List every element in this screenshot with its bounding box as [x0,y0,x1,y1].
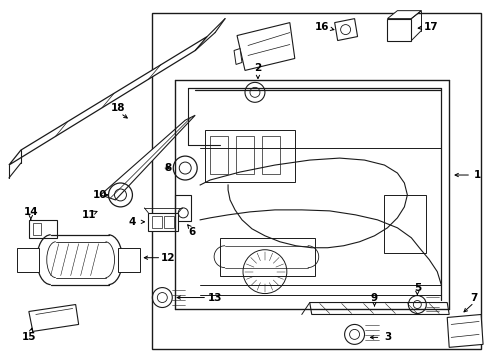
Text: 12: 12 [161,253,175,263]
Text: 15: 15 [22,332,36,342]
Bar [33,223,41,235]
Bar [205,130,295,182]
Polygon shape [100,115,195,200]
Text: 1: 1 [473,170,481,180]
Text: 14: 14 [24,207,38,217]
Text: 7: 7 [470,293,478,302]
Polygon shape [234,49,242,64]
Bar [152,216,162,228]
Bar [175,195,191,221]
Text: 10: 10 [93,190,108,200]
Bar [210,136,228,174]
Polygon shape [310,302,449,315]
Bar [385,195,426,253]
Bar [148,213,178,231]
Text: 11: 11 [81,210,96,220]
Bar [152,13,481,349]
Text: 8: 8 [165,163,172,173]
Text: 5: 5 [414,283,421,293]
Text: 13: 13 [208,293,222,302]
Polygon shape [17,248,39,272]
Text: 18: 18 [111,103,126,113]
Text: 3: 3 [384,332,391,342]
Text: 9: 9 [371,293,378,302]
Bar [220,238,315,276]
Polygon shape [388,19,412,41]
Bar [29,220,57,238]
Polygon shape [9,37,207,165]
Polygon shape [388,11,421,19]
Polygon shape [29,305,78,332]
Bar [262,136,280,174]
Polygon shape [237,23,295,71]
Polygon shape [335,19,358,41]
Text: 17: 17 [424,22,439,32]
Text: 16: 16 [315,22,329,32]
Text: 6: 6 [189,227,196,237]
Text: 4: 4 [129,217,136,227]
Polygon shape [119,248,141,272]
Bar [236,136,254,174]
Polygon shape [447,315,483,347]
Text: 2: 2 [254,63,262,73]
Bar [164,216,174,228]
